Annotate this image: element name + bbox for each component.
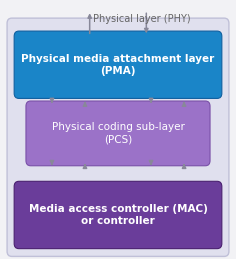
FancyBboxPatch shape: [14, 31, 222, 98]
FancyBboxPatch shape: [7, 18, 229, 256]
Text: Physical coding sub-layer
(PCS): Physical coding sub-layer (PCS): [51, 122, 185, 145]
Text: Physical media attachment layer
(PMA): Physical media attachment layer (PMA): [21, 54, 215, 76]
Text: Physical layer (PHY): Physical layer (PHY): [93, 14, 190, 24]
FancyBboxPatch shape: [26, 101, 210, 166]
Text: Media access controller (MAC)
or controller: Media access controller (MAC) or control…: [29, 204, 207, 226]
FancyBboxPatch shape: [14, 181, 222, 249]
